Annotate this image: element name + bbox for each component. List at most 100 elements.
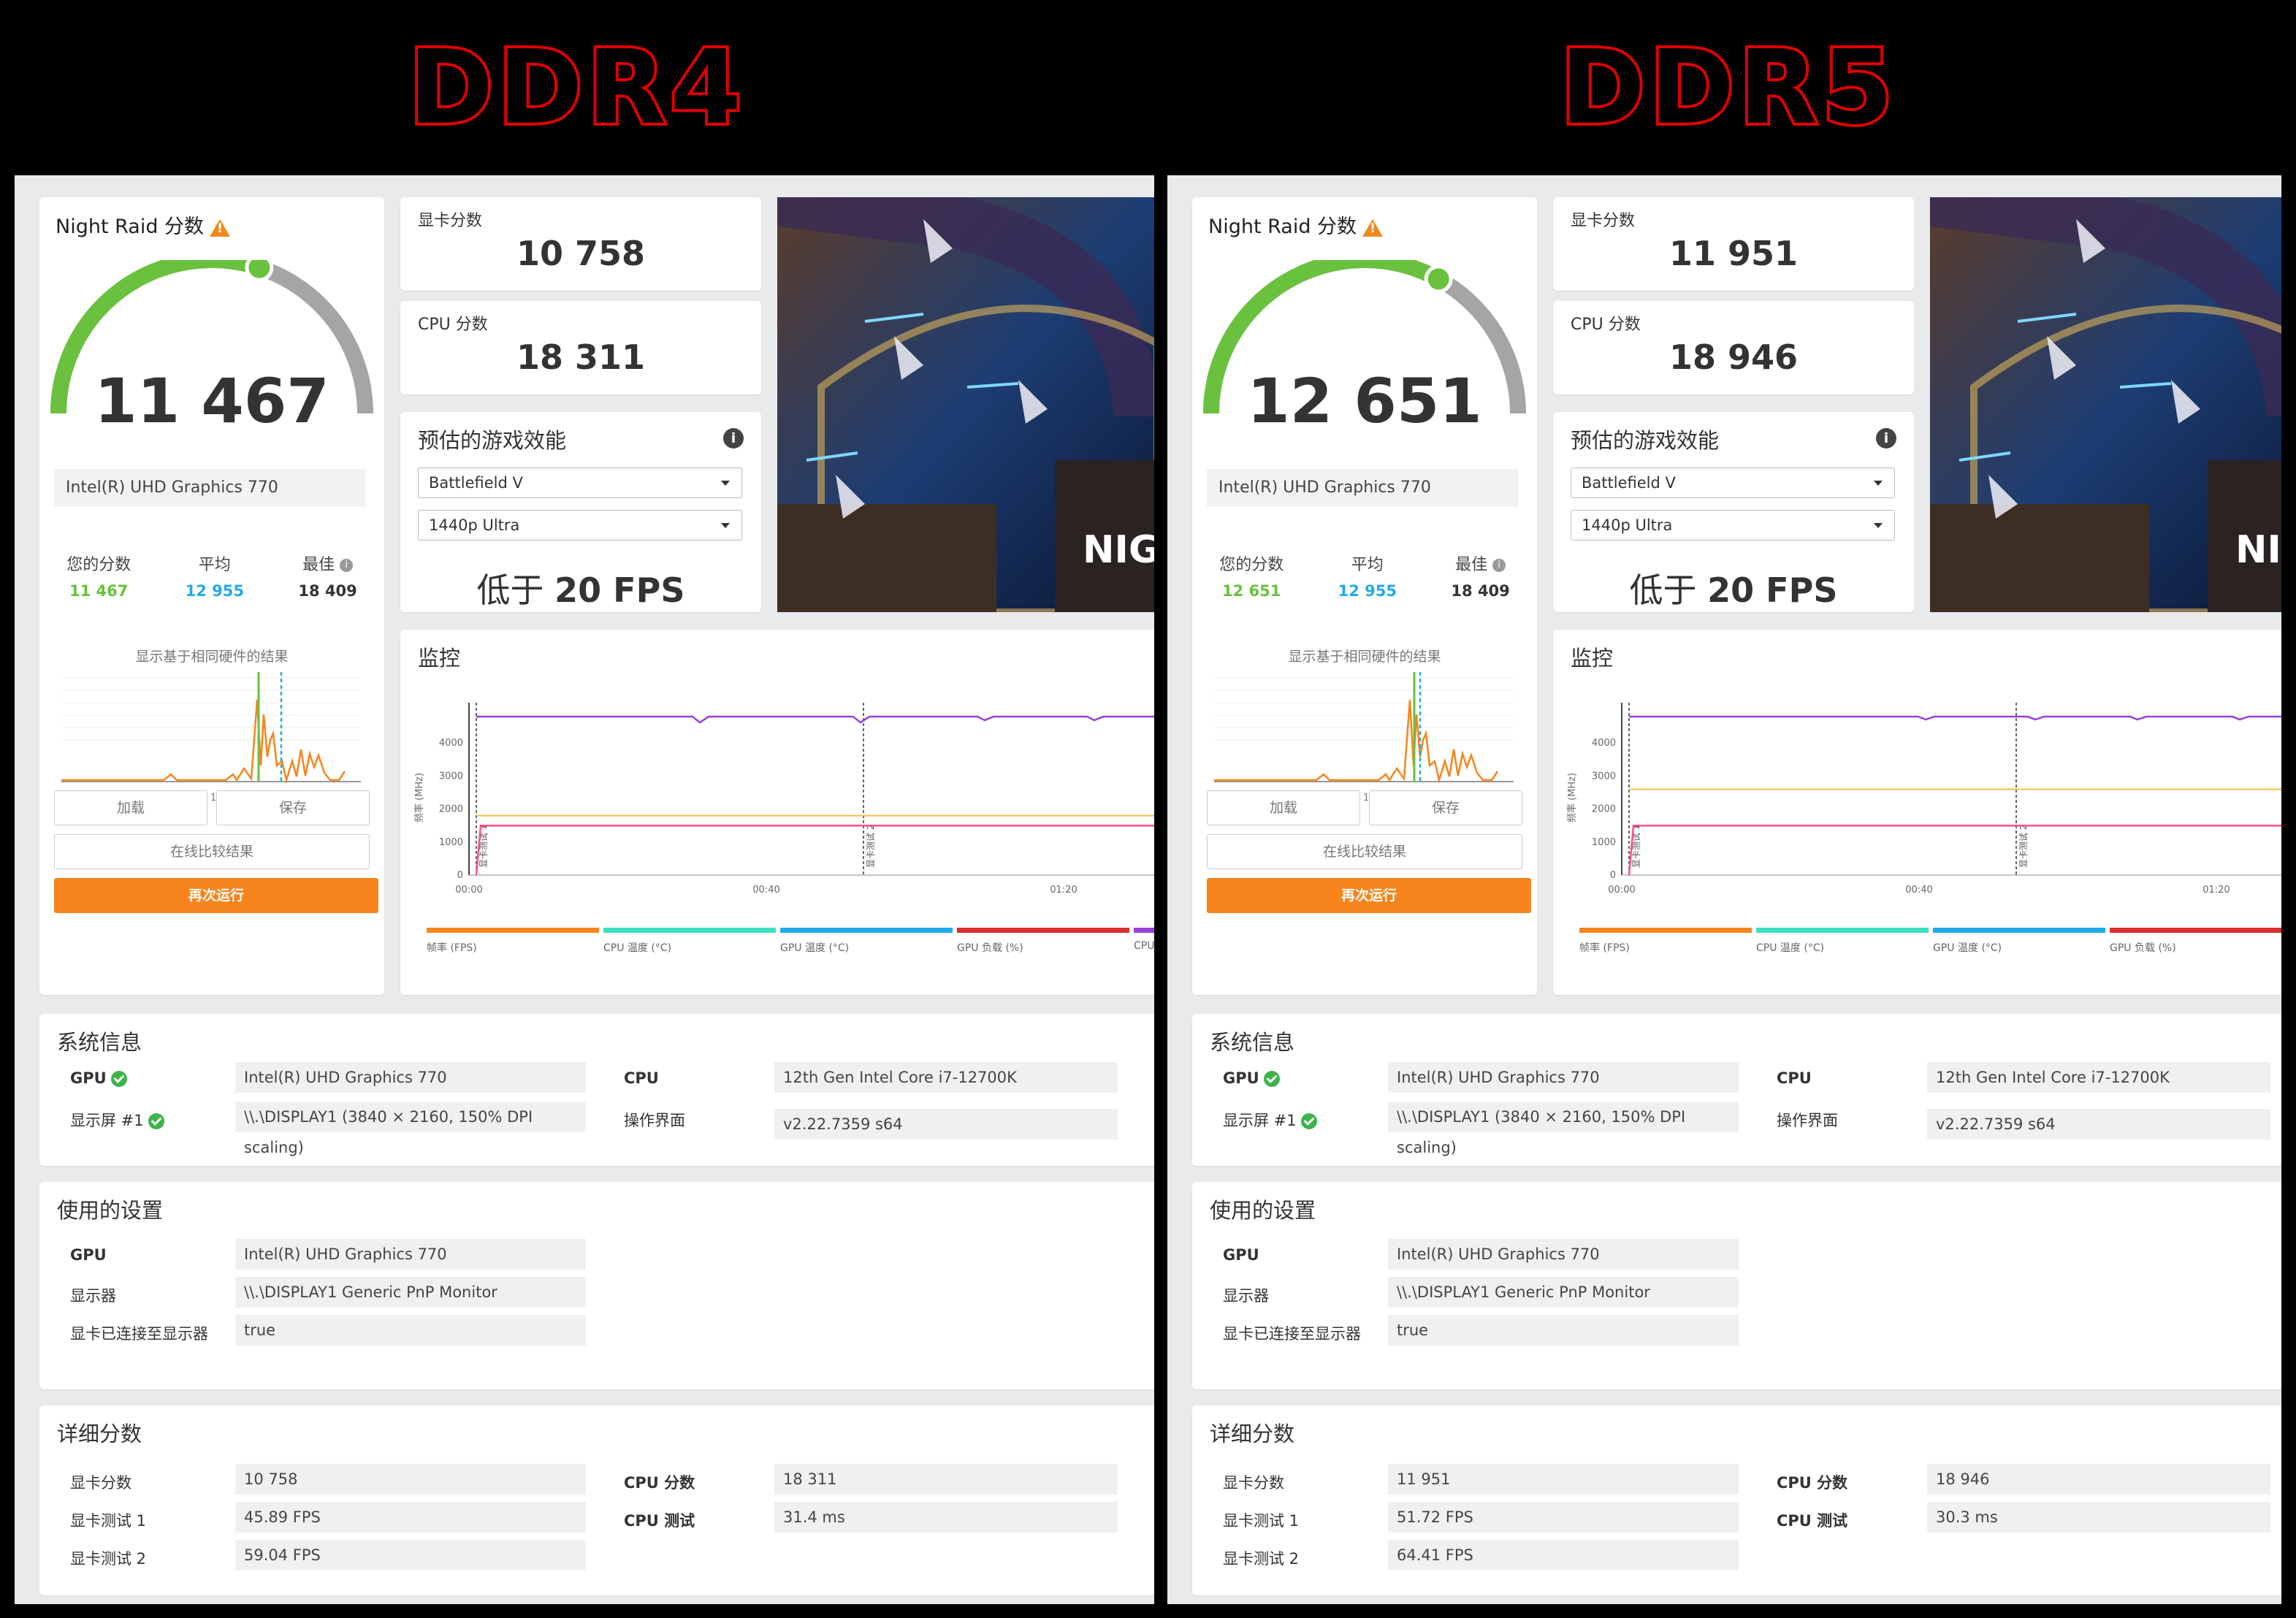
display-label: 显示屏 #1 (1223, 1109, 1317, 1131)
legend-swatch (1134, 928, 1154, 933)
legend-label: GPU 温度 (°C) (780, 942, 850, 954)
detail-gpu-score-value: 10 758 (235, 1464, 586, 1495)
benchmark-screenshot: NIG (777, 197, 1154, 612)
test-marker-label: 显卡测试 2 (2018, 825, 2029, 868)
benchmark-screenshot: NIG (1930, 197, 2281, 612)
gpu-score-card: 显卡分数 11 951 (1553, 197, 1914, 291)
rerun-button[interactable]: 再次运行 (54, 878, 378, 913)
test-title: Night Raid 分数 (1208, 210, 1384, 239)
settings-gpu-label: GPU (1223, 1246, 1259, 1264)
gpu-name: Intel(R) UHD Graphics 770 (1207, 469, 1518, 507)
chevron-down-icon (1874, 523, 1883, 528)
legend-item[interactable]: CPU 温度 (°C) (1756, 928, 1933, 955)
preset-select[interactable]: 1440p Ultra (1571, 510, 1895, 541)
os-value: v2.22.7359 s64 (774, 1109, 1118, 1140)
save-button[interactable]: 保存 (1369, 790, 1522, 825)
monitoring-card: 监控 频率 (MHz) 0 1000 2000 3000 4000 00:00 00:40 01… (400, 630, 1154, 995)
cpu-score-value: 18 946 (1668, 337, 1799, 377)
best-score: 最佳 i 18 409 (298, 556, 357, 600)
game-select[interactable]: Battlefield V (418, 468, 742, 498)
best-score: 最佳 i 18 409 (1451, 556, 1510, 600)
cpu-value: 12th Gen Intel Core i7-12700K (1927, 1062, 2270, 1093)
legend-swatch (1933, 928, 2105, 933)
score-card: Night Raid 分数 12 651 Intel(R) UHD Graphi… (1192, 197, 1537, 995)
legend-item[interactable]: 帧率 (FPS) (1579, 928, 1756, 955)
legend-label: GPU 负载 (%) (2110, 942, 2176, 954)
legend-item[interactable]: GPU 温度 (°C) (1933, 928, 2110, 955)
chevron-down-icon (721, 481, 730, 486)
legend-item[interactable]: 帧率 (FPS) (427, 928, 603, 955)
gpu-memory-clock-series (475, 824, 1154, 876)
y-tick-label: 0 (1610, 870, 1616, 881)
detail-gt2-value: 64.41 FPS (1388, 1540, 1739, 1571)
y-tick-label: 2000 (439, 804, 463, 815)
game-performance-card: 预估的游戏效能 i Battlefield V 1440p Ultra 低于 2… (1553, 412, 1914, 612)
y-tick-label: 3000 (439, 771, 463, 782)
legend-label: 帧率 (FPS) (1579, 942, 1630, 954)
check-icon (148, 1113, 164, 1129)
info-icon[interactable]: i (723, 428, 744, 449)
gpu-score-value: 11 951 (1668, 234, 1799, 273)
warning-icon (1362, 218, 1384, 237)
monitoring-chart: 频率 (MHz) 0 1000 2000 3000 4000 00:00 00:40 01:20… (1566, 703, 2281, 896)
detail-cpu-test-value: 30.3 ms (1927, 1502, 2270, 1533)
load-button[interactable]: 加载 (54, 790, 207, 825)
gpu-label: GPU (70, 1069, 127, 1087)
y-tick-label: 2000 (1592, 804, 1616, 815)
your-score: 您的分数 11 467 (66, 556, 131, 600)
warning-icon (210, 218, 231, 237)
settings-monitor-label: 显示器 (70, 1287, 116, 1305)
hist-series (61, 699, 346, 784)
legend-item[interactable]: GPU 温度 (°C) (780, 928, 957, 955)
rerun-button[interactable]: 再次运行 (1207, 878, 1531, 913)
check-icon (1300, 1113, 1317, 1129)
average-score: 平均 12 955 (185, 556, 244, 600)
cpu-clock-series (1629, 715, 2281, 721)
average-score: 平均 12 955 (1338, 556, 1397, 600)
compare-online-button[interactable]: 在线比较结果 (54, 834, 370, 869)
legend-label: GPU 温度 (°C) (1933, 942, 2002, 954)
legend-item[interactable]: GPU 负载 (%) (957, 928, 1134, 955)
test-marker-label: 显卡测试 2 (865, 825, 876, 868)
settings-connected-label: 显卡已连接至显示器 (70, 1325, 208, 1343)
legend-label: GPU 负载 (%) (957, 942, 1023, 954)
x-tick-label: 00:40 (1905, 885, 1932, 896)
compare-online-button[interactable]: 在线比较结果 (1207, 834, 1522, 869)
legend-item[interactable]: CPU 温度 (°C) (603, 928, 780, 955)
legend-label: 帧率 (FPS) (427, 942, 477, 954)
detail-gt2-value: 59.04 FPS (235, 1540, 586, 1571)
ddr4-heading: DDR4 (405, 26, 746, 150)
system-info-card: 系统信息 GPU Intel(R) UHD Graphics 770 显示屏 #… (1192, 1014, 2281, 1166)
hist-series (1214, 699, 1499, 784)
load-button[interactable]: 加载 (1207, 790, 1360, 825)
settings-gpu-value: Intel(R) UHD Graphics 770 (235, 1239, 586, 1270)
gpu-score-card: 显卡分数 10 758 (400, 197, 761, 291)
score-stats: 您的分数 12 651 平均 12 955 最佳 i 18 409 (1192, 552, 1537, 600)
cpu-label: CPU (624, 1069, 659, 1087)
gpu-label: GPU (1223, 1069, 1280, 1087)
legend-item[interactable]: GPU 负载 (%) (2110, 928, 2281, 955)
game-select[interactable]: Battlefield V (1571, 468, 1895, 498)
info-icon[interactable]: i (1492, 559, 1506, 572)
y-tick-label: 3000 (1592, 771, 1616, 782)
legend-label: CPU (1134, 940, 1154, 952)
legend-item[interactable]: CPU (1134, 928, 1154, 955)
cpu-label: CPU (1777, 1069, 1812, 1087)
ddr5-results-panel: Night Raid 分数 12 651 Intel(R) UHD Graphi… (1167, 175, 2281, 1604)
legend-swatch (1579, 928, 1752, 933)
preset-select[interactable]: 1440p Ultra (418, 510, 742, 541)
os-label: 操作界面 (624, 1112, 685, 1129)
save-button[interactable]: 保存 (216, 790, 370, 825)
your-score: 您的分数 12 651 (1219, 556, 1284, 600)
game-performance-card: 预估的游戏效能 i Battlefield V 1440p Ultra 低于 2… (400, 412, 761, 612)
info-icon[interactable]: i (1876, 428, 1896, 449)
system-info-card: 系统信息 GPU Intel(R) UHD Graphics 770 显示屏 #… (39, 1014, 1154, 1166)
info-icon[interactable]: i (340, 559, 354, 572)
settings-monitor-value: \\.\DISPLAY1 Generic PnP Monitor (1388, 1277, 1739, 1308)
gpu-value: Intel(R) UHD Graphics 770 (1388, 1062, 1739, 1093)
cpu-score-card: CPU 分数 18 311 (400, 301, 761, 394)
legend-swatch (1756, 928, 1929, 933)
detail-cpu-score-label: CPU 分数 (1777, 1474, 1848, 1492)
x-tick-label: 00:00 (1608, 885, 1635, 896)
detail-gt1-label: 显卡测试 1 (1223, 1512, 1300, 1530)
